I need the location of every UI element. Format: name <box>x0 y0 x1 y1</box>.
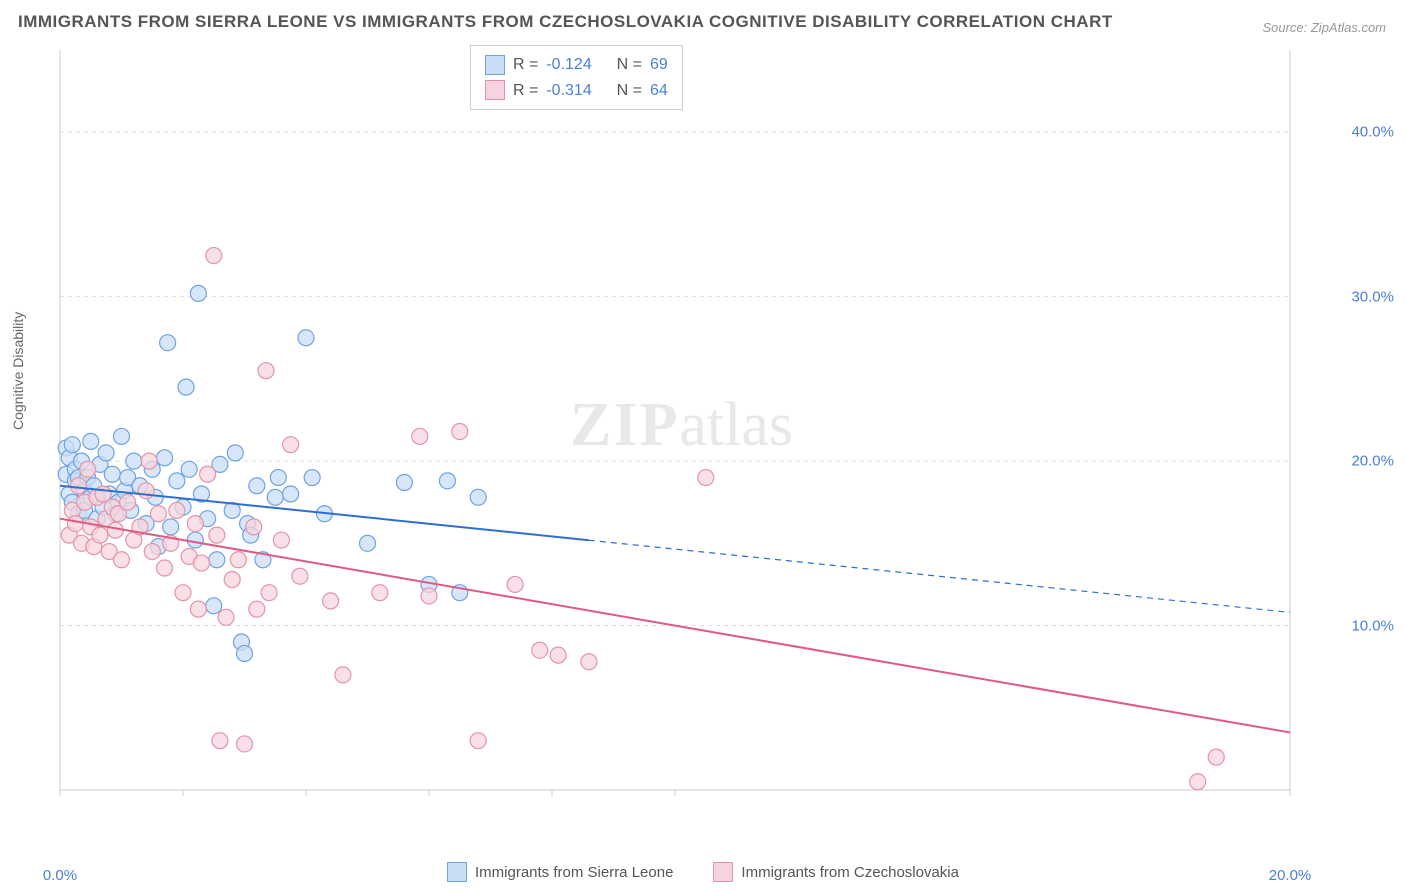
legend-label-1: Immigrants from Sierra Leone <box>475 864 673 881</box>
stats-n-value-1: 69 <box>650 52 668 78</box>
legend-label-2: Immigrants from Czechoslovakia <box>741 864 959 881</box>
stats-r-value-1: -0.124 <box>546 52 591 78</box>
stats-row-2: R = -0.314 N = 64 <box>485 78 668 104</box>
legend-swatch-2 <box>713 862 733 882</box>
legend-item-1: Immigrants from Sierra Leone <box>447 862 673 882</box>
y-axis-label: Cognitive Disability <box>10 312 26 430</box>
stats-n-label-2: N = <box>617 78 642 104</box>
y-tick-label: 10.0% <box>1351 617 1394 634</box>
x-tick-label: 20.0% <box>1269 867 1312 884</box>
stats-r-label-1: R = <box>513 52 538 78</box>
source-attribution: Source: ZipAtlas.com <box>1262 20 1386 35</box>
stats-swatch-1 <box>485 55 505 75</box>
legend-swatch-1 <box>447 862 467 882</box>
stats-n-label-1: N = <box>617 52 642 78</box>
scatter-plot <box>50 40 1350 830</box>
chart-title: IMMIGRANTS FROM SIERRA LEONE VS IMMIGRAN… <box>18 12 1113 32</box>
y-tick-label: 20.0% <box>1351 453 1394 470</box>
y-tick-label: 30.0% <box>1351 288 1394 305</box>
chart-container: IMMIGRANTS FROM SIERRA LEONE VS IMMIGRAN… <box>0 0 1406 892</box>
stats-n-value-2: 64 <box>650 78 668 104</box>
y-tick-label: 40.0% <box>1351 124 1394 141</box>
legend-bottom: Immigrants from Sierra Leone Immigrants … <box>0 862 1406 882</box>
stats-r-value-2: -0.314 <box>546 78 591 104</box>
stats-r-label-2: R = <box>513 78 538 104</box>
x-tick-label: 0.0% <box>43 867 77 884</box>
stats-row-1: R = -0.124 N = 69 <box>485 52 668 78</box>
stats-legend-box: R = -0.124 N = 69 R = -0.314 N = 64 <box>470 45 683 110</box>
stats-swatch-2 <box>485 80 505 100</box>
legend-item-2: Immigrants from Czechoslovakia <box>713 862 959 882</box>
